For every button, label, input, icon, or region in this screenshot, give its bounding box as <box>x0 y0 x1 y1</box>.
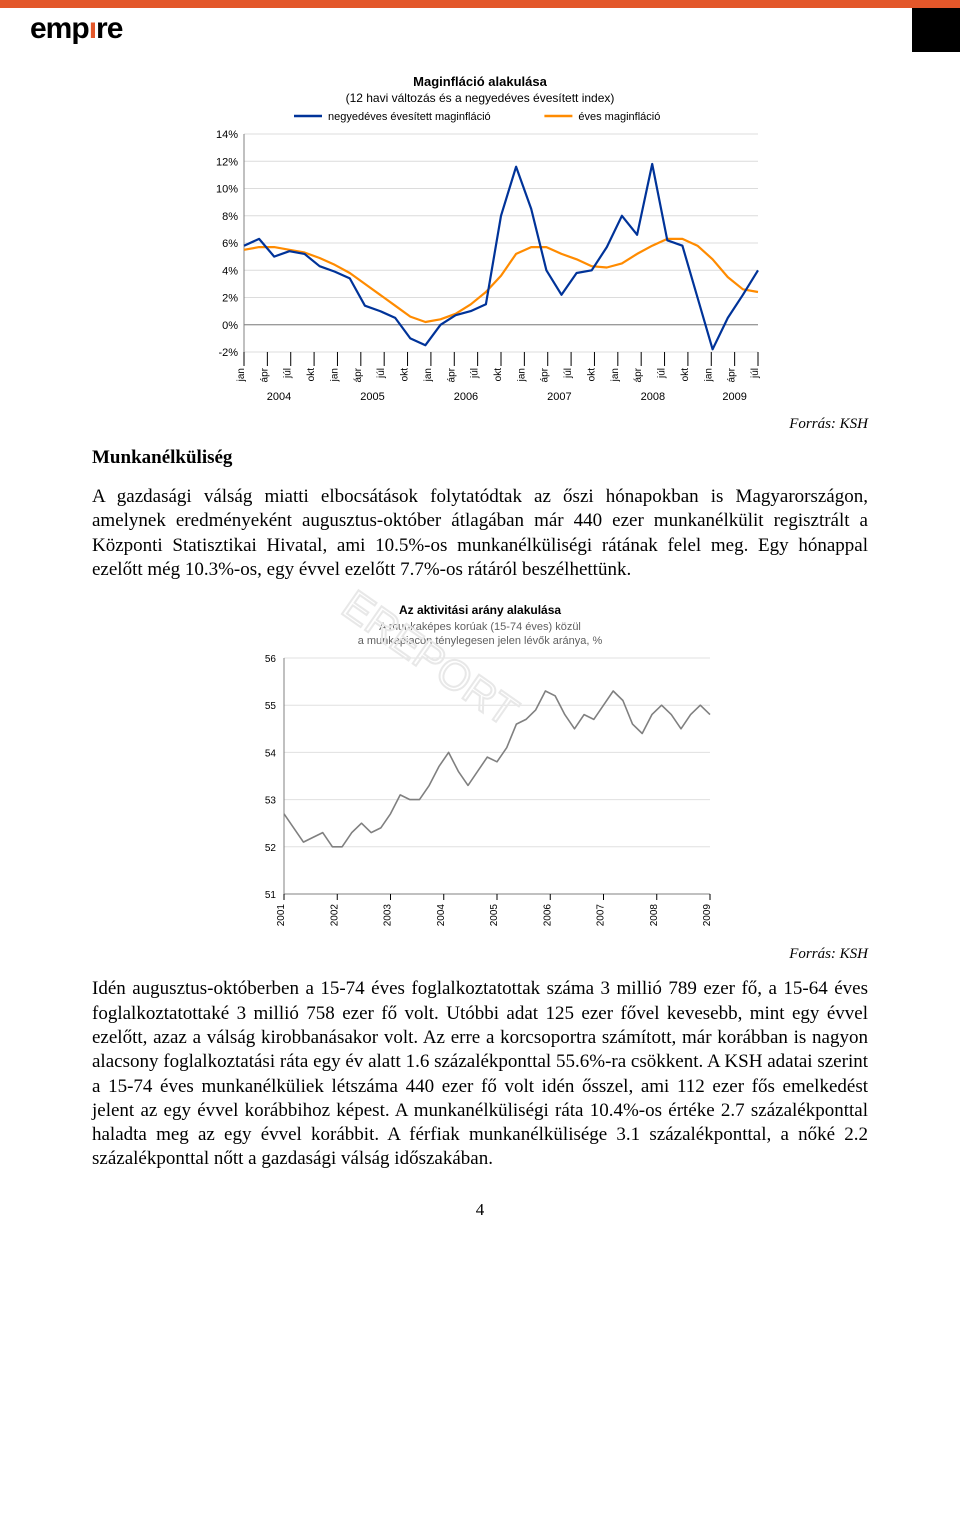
svg-text:júl: júl <box>470 368 481 379</box>
svg-text:2009: 2009 <box>702 904 713 927</box>
svg-text:A munkaképes korúak (15-74 éve: A munkaképes korúak (15-74 éves) közül <box>379 621 581 633</box>
svg-text:(12 havi változás és a negyedé: (12 havi változás és a negyedéves évesít… <box>346 91 615 105</box>
svg-text:júl: júl <box>376 368 387 379</box>
svg-text:Maginfláció alakulása: Maginfláció alakulása <box>413 74 547 89</box>
paragraph-1: A gazdasági válság miatti elbocsátások f… <box>92 485 868 582</box>
svg-text:-2%: -2% <box>218 347 238 359</box>
svg-text:14%: 14% <box>216 129 238 141</box>
header-bar: empıre <box>0 8 960 52</box>
svg-text:ápr: ápr <box>353 367 364 382</box>
svg-text:8%: 8% <box>222 211 238 223</box>
inflation-chart: Maginfláció alakulása (12 havi változás é… <box>92 70 868 410</box>
svg-text:júl: júl <box>750 368 761 379</box>
svg-text:okt: okt <box>586 368 597 382</box>
svg-text:ápr: ápr <box>540 367 551 382</box>
svg-text:okt: okt <box>680 368 691 382</box>
svg-text:jan: jan <box>703 368 714 382</box>
header-stripe <box>0 0 960 8</box>
svg-text:10%: 10% <box>216 184 238 196</box>
logo-band: empıre <box>0 8 912 52</box>
svg-text:negyedéves évesített maginflác: negyedéves évesített maginfláció <box>328 111 491 123</box>
svg-text:jan: jan <box>423 368 434 382</box>
svg-text:jan: jan <box>610 368 621 382</box>
svg-text:2005: 2005 <box>489 904 500 927</box>
svg-text:ápr: ápr <box>727 367 738 382</box>
svg-text:jan: jan <box>236 368 247 382</box>
svg-text:Az aktivitási arány alakulása: Az aktivitási arány alakulása <box>399 603 561 617</box>
svg-text:2002: 2002 <box>329 904 340 927</box>
page-header: empıre <box>0 0 960 52</box>
svg-text:2004: 2004 <box>436 904 447 927</box>
svg-text:2003: 2003 <box>383 904 394 927</box>
svg-text:2008: 2008 <box>649 904 660 927</box>
svg-text:2008: 2008 <box>641 391 665 403</box>
svg-text:júl: júl <box>657 368 668 379</box>
svg-text:okt: okt <box>306 368 317 382</box>
svg-text:2009: 2009 <box>722 391 746 403</box>
page-body: Maginfláció alakulása (12 havi változás é… <box>0 52 960 1250</box>
svg-text:2006: 2006 <box>454 391 478 403</box>
svg-text:52: 52 <box>265 843 277 854</box>
svg-text:0%: 0% <box>222 320 238 332</box>
logo-text-1: emp <box>30 12 89 45</box>
svg-text:júl: júl <box>283 368 294 379</box>
logo-text-2: re <box>96 12 122 45</box>
svg-text:2007: 2007 <box>547 391 571 403</box>
svg-text:okt: okt <box>400 368 411 382</box>
svg-text:12%: 12% <box>216 156 238 168</box>
chart1-source: Forrás: KSH <box>92 416 868 433</box>
section-heading: Munkanélküliség <box>92 447 868 469</box>
chart2-source: Forrás: KSH <box>92 946 868 963</box>
svg-text:ápr: ápr <box>446 367 457 382</box>
svg-text:2006: 2006 <box>542 904 553 927</box>
svg-text:51: 51 <box>265 890 277 901</box>
svg-text:2004: 2004 <box>267 391 291 403</box>
svg-text:56: 56 <box>265 654 277 665</box>
svg-text:ápr: ápr <box>633 367 644 382</box>
svg-text:éves maginfláció: éves maginfláció <box>578 111 660 123</box>
header-right-block <box>912 8 960 52</box>
svg-text:2%: 2% <box>222 293 238 305</box>
svg-text:4%: 4% <box>222 265 238 277</box>
svg-text:55: 55 <box>265 701 277 712</box>
svg-text:ápr: ápr <box>259 367 270 382</box>
logo: empıre <box>30 12 122 46</box>
activity-chart-svg: Az aktivitási arány alakulása A munkaképe… <box>240 600 720 940</box>
svg-text:2005: 2005 <box>360 391 384 403</box>
svg-text:6%: 6% <box>222 238 238 250</box>
paragraph-2: Idén augusztus-októberben a 15-74 éves f… <box>92 977 868 1172</box>
logo-accent: ı <box>89 12 96 45</box>
page-number: 4 <box>92 1200 868 1220</box>
svg-text:jan: jan <box>516 368 527 382</box>
svg-text:okt: okt <box>493 368 504 382</box>
inflation-chart-svg: Maginfláció alakulása (12 havi változás é… <box>190 70 770 410</box>
svg-text:2007: 2007 <box>596 904 607 927</box>
svg-text:jan: jan <box>329 368 340 382</box>
svg-text:júl: júl <box>563 368 574 379</box>
svg-text:54: 54 <box>265 749 277 760</box>
svg-text:2001: 2001 <box>276 904 287 927</box>
svg-text:53: 53 <box>265 796 277 807</box>
activity-chart: Az aktivitási arány alakulása A munkaképe… <box>92 600 868 940</box>
svg-text:a munkapiacon ténylegesen jele: a munkapiacon ténylegesen jelen lévők ar… <box>358 635 603 647</box>
